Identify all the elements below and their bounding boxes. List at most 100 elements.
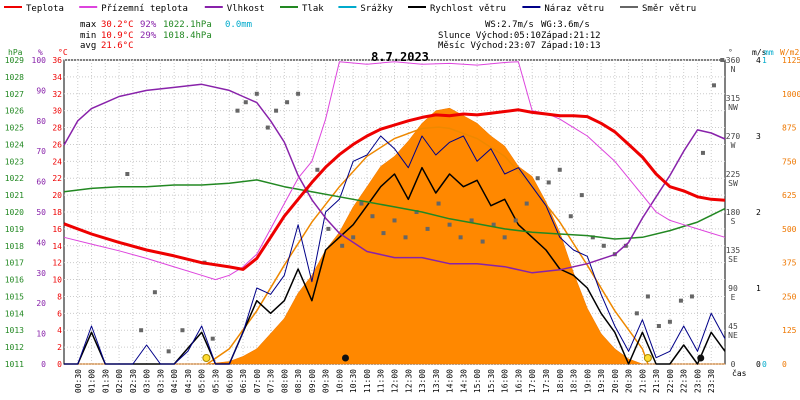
stat-ws: WS:2.7m/s xyxy=(485,20,534,30)
moon-marker xyxy=(697,354,705,362)
wind-direction-point xyxy=(274,108,279,113)
humidity-tick: 70 xyxy=(36,147,46,156)
x-tick-label: 01:30 xyxy=(101,369,110,393)
direction-tick: NW xyxy=(728,103,738,112)
x-tick-label: 13:00 xyxy=(418,369,427,393)
radiation-tick: 0 xyxy=(782,360,787,369)
stat-max-temp: 30.2°C xyxy=(101,20,134,30)
rain-tick: 1 xyxy=(762,56,767,65)
stat-avg-label: avg xyxy=(80,41,96,51)
temperature-tick: 2 xyxy=(57,343,62,352)
wind-direction-point xyxy=(546,180,551,185)
unit-pct: % xyxy=(38,48,43,57)
wind-direction-point xyxy=(590,235,595,240)
humidity-tick: 100 xyxy=(32,56,47,65)
legend-label: Tlak xyxy=(302,4,324,14)
x-tick-label: 01:00 xyxy=(88,369,97,393)
wind-direction-point xyxy=(180,328,185,333)
temperature-line xyxy=(63,108,726,271)
temperature-tick: 26 xyxy=(52,140,62,149)
direction-tick: 180 xyxy=(726,208,741,217)
unit-deg: ° xyxy=(728,48,733,57)
pressure-tick: 1018 xyxy=(5,242,24,251)
x-tick-label: 02:30 xyxy=(129,369,138,393)
direction-tick: 135 xyxy=(726,246,741,255)
x-tick-label: 07:30 xyxy=(267,369,276,393)
radiation-tick: 125 xyxy=(782,326,797,335)
temperature-tick: 16 xyxy=(52,225,62,234)
wind-direction-point xyxy=(254,91,259,96)
x-tick-label: 15:30 xyxy=(487,369,496,393)
pressure-tick: 1024 xyxy=(5,140,24,149)
x-tick-label: 23:30 xyxy=(707,369,716,393)
stat-min-pres: 1018.4hPa xyxy=(163,31,212,41)
series-lines xyxy=(63,58,726,365)
x-tick-label: 17:00 xyxy=(528,369,537,393)
solar-radiation-area-path xyxy=(64,107,725,365)
wind-direction-point xyxy=(458,235,463,240)
wind-direction-point xyxy=(235,108,240,113)
wind-direction-point xyxy=(491,222,496,227)
axes: 1011101210131014101510161017101810191020… xyxy=(5,48,800,393)
stat-sun-rise: Slunce Východ:05:10 xyxy=(438,31,541,41)
x-tick-label: 20:00 xyxy=(611,369,620,393)
wind-direction-point xyxy=(689,294,694,299)
wind-direction-point xyxy=(601,243,606,248)
humidity-tick: 40 xyxy=(36,238,46,247)
wind-direction-point xyxy=(125,172,130,176)
wind-direction-point xyxy=(403,235,408,240)
x-tick-label: 14:00 xyxy=(446,369,455,393)
wind-direction-point xyxy=(656,324,661,328)
direction-tick: 315 xyxy=(726,94,741,103)
wind-direction-point xyxy=(370,214,375,219)
stat-moon-set: Západ:10:13 xyxy=(541,41,601,51)
pressure-tick: 1014 xyxy=(5,309,24,318)
humidity-tick: 0 xyxy=(41,360,46,369)
temperature-tick: 18 xyxy=(52,208,62,217)
wind-direction-point xyxy=(634,311,639,316)
wind-direction-point xyxy=(359,201,364,206)
wind-tick: 3 xyxy=(756,132,761,141)
x-tick-label: 13:30 xyxy=(432,369,441,393)
stat-max-pres: 1022.1hPa xyxy=(163,20,212,30)
wind-direction-point xyxy=(678,298,683,303)
pressure-tick: 1022 xyxy=(5,174,24,183)
legend-label: Vlhkost xyxy=(227,4,265,14)
x-tick-label: 06:30 xyxy=(239,369,248,393)
x-tick-label: 12:30 xyxy=(404,369,413,393)
legend-label: Rychlost větru xyxy=(430,4,506,14)
pressure-tick: 1016 xyxy=(5,276,24,285)
radiation-tick: 375 xyxy=(782,259,797,268)
wind-gust-line xyxy=(64,135,726,365)
x-axis-label: čas xyxy=(732,368,747,378)
humidity-tick: 50 xyxy=(36,208,46,217)
wind-direction-point xyxy=(152,290,157,295)
x-tick-label: 17:30 xyxy=(542,369,551,393)
wind-tick: 4 xyxy=(756,56,761,65)
wind-direction-point xyxy=(535,176,540,181)
temperature-tick: 34 xyxy=(52,73,62,82)
x-tick-label: 08:00 xyxy=(280,369,289,393)
humidity-tick: 30 xyxy=(36,269,46,278)
temperature-tick: 12 xyxy=(52,259,62,268)
x-tick-label: 22:00 xyxy=(666,369,675,393)
direction-tick: S xyxy=(731,217,736,226)
pressure-tick: 1015 xyxy=(5,292,24,301)
temperature-tick: 32 xyxy=(52,90,62,99)
pressure-tick: 1012 xyxy=(5,343,24,352)
stat-moon-rise: Měsíc Východ:23:07 xyxy=(438,41,536,51)
direction-tick: E xyxy=(731,293,736,302)
pressure-line xyxy=(63,179,726,240)
wind-direction-point xyxy=(568,214,573,219)
x-tick-label: 15:00 xyxy=(473,369,482,393)
stat-min-hum: 29% xyxy=(140,31,157,41)
pressure-tick: 1026 xyxy=(5,107,24,116)
sun-marker xyxy=(202,354,211,362)
pressure-tick: 1027 xyxy=(5,90,24,99)
wind-direction-point xyxy=(436,201,441,206)
stat-min-temp: 10.9°C xyxy=(101,31,134,41)
wind-direction-point xyxy=(480,239,485,244)
wind-direction-point xyxy=(243,100,248,105)
radiation-tick: 250 xyxy=(782,292,797,301)
